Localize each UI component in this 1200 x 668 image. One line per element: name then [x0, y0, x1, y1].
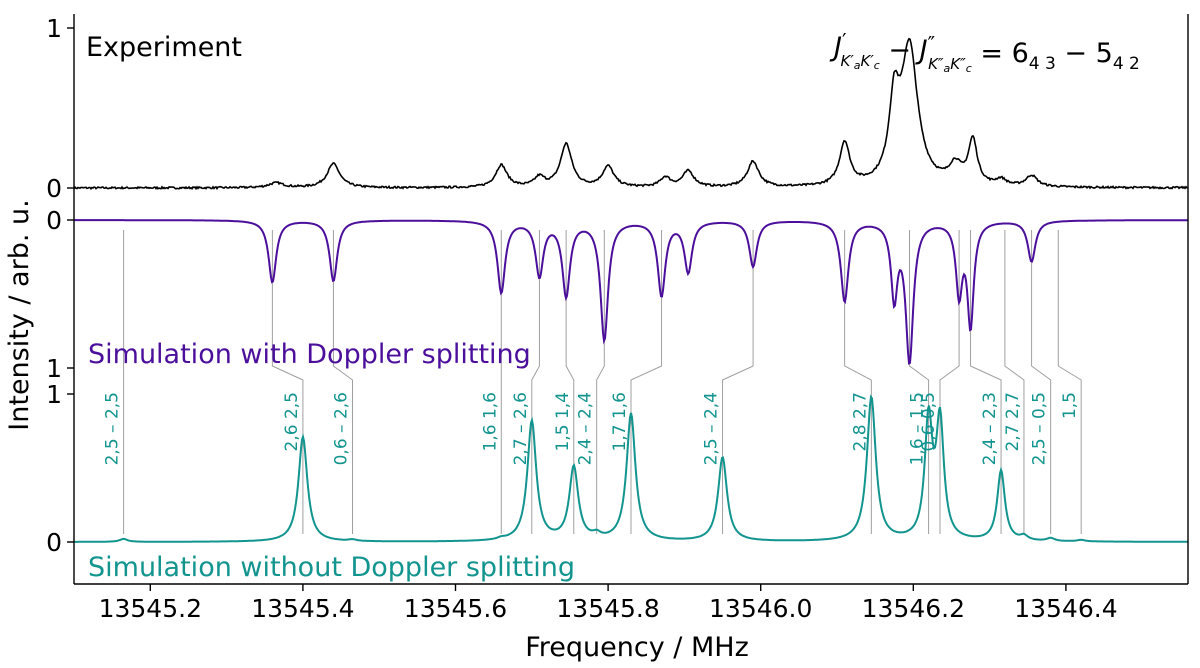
- connector-7: [630, 230, 663, 534]
- trace-0: [73, 37, 1189, 191]
- y-tick-label-4: 1: [46, 380, 62, 409]
- connector-15: [1057, 230, 1082, 534]
- component-connectors: [123, 230, 1082, 534]
- component-label-3: 1,6 1,6: [480, 392, 500, 451]
- x-tick-label-6: 13546.4: [1014, 594, 1117, 623]
- y-tick-label-3: 1: [46, 354, 62, 383]
- component-label-1: 2,6 2,5: [282, 392, 302, 451]
- connector-10: [909, 230, 930, 534]
- connector-2: [332, 230, 353, 534]
- x-tick-label-1: 13545.4: [251, 594, 354, 623]
- connector-12: [970, 230, 1002, 534]
- component-label-5: 1,5 1,4: [553, 392, 573, 451]
- component-label-14: 2,5 – 0,5: [1030, 392, 1050, 465]
- trace-2: [74, 394, 1188, 543]
- component-label-0: 2,5 – 2,5: [103, 392, 123, 465]
- y-tick-label-5: 0: [46, 528, 62, 557]
- x-tick-label-0: 13545.2: [99, 594, 202, 623]
- component-label-15: 1,5: [1060, 392, 1080, 419]
- spectrum-traces: [73, 37, 1189, 543]
- connector-14: [1031, 230, 1052, 534]
- trace-1: [74, 219, 1188, 365]
- component-label-10: 1,6 – 1,5: [908, 392, 928, 465]
- connector-6: [596, 230, 605, 534]
- with-doppler-trace-label: Simulation with Doppler splitting: [88, 339, 531, 370]
- component-label-4: 2,7 – 2,6: [511, 392, 531, 465]
- component-label-11: 0,6 0,5: [919, 392, 939, 451]
- without-doppler-trace-label: Simulation without Doppler splitting: [88, 552, 575, 583]
- y-tick-label-0: 1: [46, 14, 62, 43]
- connector-1: [271, 230, 304, 534]
- connector-4: [531, 230, 540, 534]
- connector-13: [1004, 230, 1025, 534]
- x-tick-label-5: 13546.2: [862, 594, 965, 623]
- component-labels: 2,5 – 2,5 2,6 2,5 0,6 – 2,6 1,6 1,6 2,7 – 2,…: [103, 392, 1081, 465]
- y-tick-label-2: 0: [46, 206, 62, 235]
- component-label-13: 2,7 2,7: [1003, 392, 1023, 451]
- component-label-8: 2,5 – 2,4: [702, 392, 722, 465]
- y-tick-label-1: 0: [46, 174, 62, 203]
- component-label-7: 1,7 1,6: [610, 392, 630, 451]
- experiment-trace-label: Experiment: [86, 32, 242, 63]
- x-tick-label-3: 13545.8: [556, 594, 659, 623]
- component-label-9: 2,8 2,7: [850, 392, 870, 451]
- x-tick-label-4: 13546.0: [709, 594, 812, 623]
- component-label-6: 2,4 – 2,4: [576, 392, 596, 465]
- axes: 13545.2 13545.4 13545.6 13545.8 13546.0 13546…: [46, 14, 1189, 623]
- x-axis-title: Frequency / MHz: [525, 632, 749, 663]
- component-label-12: 2,4 – 2,3: [980, 392, 1000, 465]
- x-tick-label-2: 13545.6: [404, 594, 507, 623]
- transition-label: J′ K′aK′c − J″ K″aK″c = 64 3 − 54 2: [829, 29, 1140, 75]
- y-axis-title: Intensity / arb. u.: [4, 199, 35, 430]
- component-label-2: 0,6 – 2,6: [332, 392, 352, 465]
